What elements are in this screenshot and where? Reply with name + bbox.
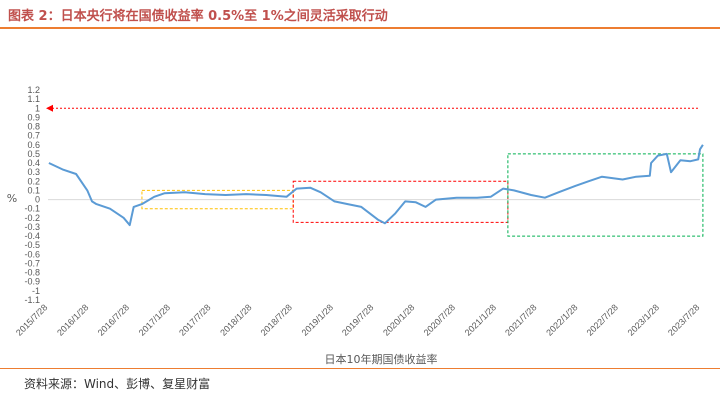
policy-band-green bbox=[507, 153, 704, 237]
y-tick-label: -0.7 bbox=[24, 258, 40, 268]
y-tick-label: -0.8 bbox=[24, 268, 40, 278]
y-tick-label: -0.5 bbox=[24, 240, 40, 250]
x-tick-label: 2021/7/28 bbox=[503, 302, 538, 337]
reference-layer bbox=[46, 104, 700, 112]
y-tick-label: -0.3 bbox=[24, 222, 40, 232]
y-tick-label: 1 bbox=[35, 103, 40, 113]
y-tick-label: 0.5 bbox=[27, 149, 40, 159]
y-tick-label: 0.2 bbox=[27, 176, 40, 186]
policy-band-red bbox=[292, 180, 509, 223]
x-tick-label: 2018/1/28 bbox=[218, 302, 253, 337]
y-tick-label: -0.6 bbox=[24, 249, 40, 259]
series-line bbox=[48, 144, 704, 227]
footer-rule bbox=[0, 368, 720, 369]
x-tick-label: 2022/7/28 bbox=[585, 302, 620, 337]
x-tick-label: 2020/7/28 bbox=[422, 302, 457, 337]
y-tick-label: 0.4 bbox=[27, 158, 40, 168]
x-tick-label: 2018/7/28 bbox=[259, 302, 294, 337]
x-tick-label: 2015/7/28 bbox=[14, 302, 49, 337]
x-tick-label: 2021/1/28 bbox=[463, 302, 498, 337]
series-layer bbox=[48, 144, 704, 227]
x-tick-label: 2022/1/28 bbox=[544, 302, 579, 337]
axis-layer: 1.21.110.90.80.70.60.50.40.30.20.10-0.1-… bbox=[14, 85, 701, 338]
y-axis-label: % bbox=[7, 192, 17, 205]
reference-arrow bbox=[46, 104, 53, 112]
y-tick-label: 0.3 bbox=[27, 167, 40, 177]
y-tick-label: 0.1 bbox=[27, 185, 40, 195]
y-tick-label: -0.2 bbox=[24, 213, 40, 223]
y-tick-label: 0.8 bbox=[27, 122, 40, 132]
header-rule bbox=[0, 27, 720, 29]
source-note: 资料来源：Wind、彭博、复星财富 bbox=[24, 377, 211, 391]
x-axis-label: 日本10年期国债收益率 bbox=[325, 352, 438, 366]
y-tick-label: 0.9 bbox=[27, 112, 40, 122]
y-tick-label: 0 bbox=[35, 195, 40, 205]
y-tick-label: -1 bbox=[32, 286, 40, 296]
x-tick-label: 2023/1/28 bbox=[626, 302, 661, 337]
y-tick-label: -0.9 bbox=[24, 277, 40, 287]
y-tick-label: -0.1 bbox=[24, 204, 40, 214]
x-tick-label: 2016/1/28 bbox=[55, 302, 90, 337]
x-tick-label: 2020/1/28 bbox=[381, 302, 416, 337]
x-tick-label: 2017/7/28 bbox=[177, 302, 212, 337]
chart: 1.21.110.90.80.70.60.50.40.30.20.10-0.1-… bbox=[7, 85, 704, 366]
y-tick-label: 1.1 bbox=[27, 94, 40, 104]
y-tick-label: 0.6 bbox=[27, 140, 40, 150]
y-tick-label: -0.4 bbox=[24, 231, 40, 241]
x-tick-label: 2019/1/28 bbox=[300, 302, 335, 337]
x-tick-label: 2017/1/28 bbox=[137, 302, 172, 337]
y-tick-label: 0.7 bbox=[27, 131, 40, 141]
x-tick-label: 2016/7/28 bbox=[96, 302, 131, 337]
chart-title: 图表 2：日本央行将在国债收益率 0.5%至 1%之间灵活采取行动 bbox=[8, 9, 388, 24]
x-tick-label: 2023/7/28 bbox=[666, 302, 701, 337]
x-tick-label: 2019/7/28 bbox=[340, 302, 375, 337]
y-tick-label: -1.1 bbox=[24, 295, 40, 305]
y-tick-label: 1.2 bbox=[27, 85, 40, 95]
